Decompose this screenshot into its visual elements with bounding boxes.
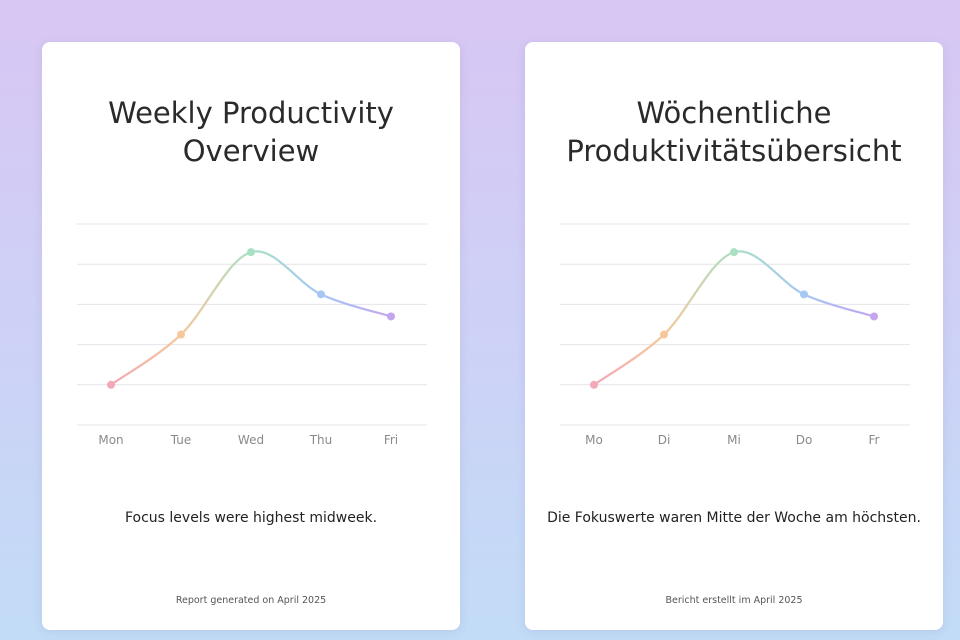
data-point-mon	[107, 380, 115, 389]
data-point-tue	[177, 330, 185, 339]
chart-title-line-2: Overview	[182, 134, 320, 168]
x-tick-label: Mi	[727, 433, 741, 447]
x-tick-label: Fr	[869, 433, 880, 447]
data-point-do	[800, 290, 808, 299]
x-tick-label: Mon	[98, 433, 123, 447]
series-line	[109, 250, 393, 386]
x-tick-label: Do	[796, 433, 813, 447]
data-point-thu	[317, 290, 325, 299]
data-point-fr	[870, 312, 878, 321]
x-tick-label: Di	[658, 433, 671, 447]
chart-caption: Die Fokuswerte waren Mitte der Woche am …	[547, 510, 921, 526]
data-point-mo	[590, 380, 598, 389]
series-line	[592, 250, 876, 386]
chart-title: Wöchentliche Produktivitätsübersicht	[535, 94, 933, 170]
x-tick-label: Fri	[384, 433, 398, 447]
x-tick-label: Mo	[585, 433, 603, 447]
data-point-wed	[247, 248, 255, 257]
productivity-line-chart: Mo Di Mi Do Fr	[560, 223, 910, 447]
chart-caption: Focus levels were highest midweek.	[124, 510, 378, 526]
chart-title-line-1: Wöchentliche	[636, 96, 832, 130]
report-footer: Report generated on April 2025	[175, 595, 327, 606]
report-card-english: Weekly Productivity Overview Mon Tue Wed Th…	[42, 42, 460, 630]
data-point-mi	[730, 248, 738, 257]
chart-title: Weekly Productivity Overview	[52, 94, 450, 170]
chart-title-line-2: Produktivitätsübersicht	[566, 134, 902, 168]
report-footer: Bericht erstellt im April 2025	[665, 595, 803, 606]
x-tick-label: Thu	[309, 433, 333, 447]
productivity-line-chart: Mon Tue Wed Thu Fri	[77, 223, 427, 447]
report-card-german: Wöchentliche Produktivitätsübersicht Mo D…	[525, 42, 943, 630]
x-tick-label: Tue	[170, 433, 192, 447]
x-tick-label: Wed	[238, 433, 264, 447]
data-point-di	[660, 330, 668, 339]
chart-title-line-1: Weekly Productivity	[108, 96, 394, 130]
data-point-fri	[387, 312, 395, 321]
